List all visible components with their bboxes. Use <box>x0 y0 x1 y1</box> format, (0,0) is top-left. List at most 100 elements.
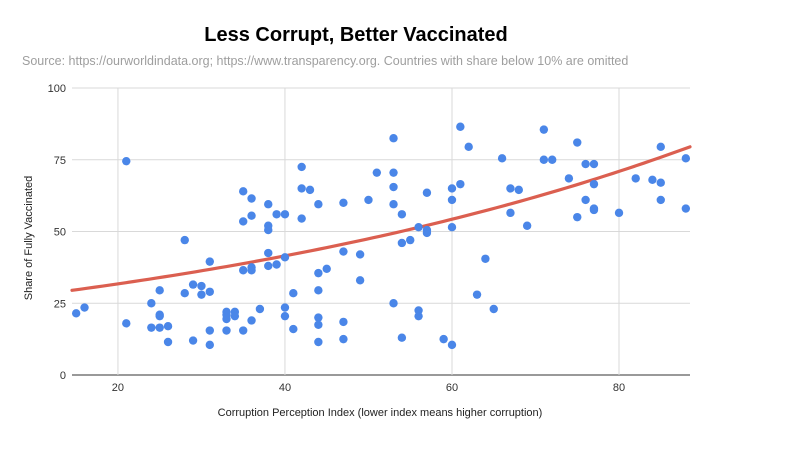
y-tick-label: 100 <box>48 83 66 95</box>
data-point <box>264 248 273 258</box>
data-point <box>222 326 231 335</box>
x-tick-label: 60 <box>446 382 458 394</box>
data-point <box>147 299 156 308</box>
data-point <box>122 319 131 328</box>
data-point <box>489 304 498 314</box>
data-point <box>656 142 665 152</box>
data-point <box>389 168 398 177</box>
data-point <box>564 174 574 183</box>
tick-labels: 0 25 50 75 100 20 40 60 80 <box>48 83 625 394</box>
x-tick-label: 20 <box>112 382 124 394</box>
y-axis-title: Share of Fully Vaccinated <box>23 176 35 301</box>
data-point <box>205 326 214 335</box>
data-point <box>322 264 331 274</box>
data-point <box>280 311 290 321</box>
data-point <box>439 334 448 344</box>
data-point <box>122 156 131 166</box>
data-point <box>197 281 206 291</box>
data-point <box>239 266 248 275</box>
data-point <box>247 316 256 325</box>
y-tick-label: 75 <box>54 155 66 167</box>
data-point <box>414 311 423 321</box>
data-point <box>147 323 156 332</box>
data-point <box>264 200 273 209</box>
data-point <box>297 162 306 172</box>
grid-lines <box>72 87 690 376</box>
trendline <box>70 145 692 292</box>
data-point <box>280 210 290 219</box>
data-point <box>272 260 281 269</box>
data-point <box>422 228 432 238</box>
data-point <box>205 257 214 266</box>
data-point <box>239 187 248 196</box>
data-point <box>264 225 273 235</box>
data-point <box>656 178 665 187</box>
data-point <box>339 317 348 327</box>
data-point <box>314 313 323 322</box>
data-point <box>422 188 432 197</box>
data-point <box>264 261 273 271</box>
data-point <box>631 174 640 183</box>
data-point <box>188 336 198 345</box>
data-point <box>397 238 407 248</box>
data-point <box>506 208 515 218</box>
data-point <box>247 266 256 275</box>
data-point <box>180 235 189 245</box>
data-point <box>506 184 515 193</box>
data-point <box>339 334 348 344</box>
data-point <box>155 311 164 321</box>
data-point <box>389 200 398 209</box>
y-tick-label: 25 <box>54 298 66 310</box>
data-point <box>155 323 164 332</box>
data-point <box>656 195 665 205</box>
data-point <box>197 290 206 299</box>
y-tick-label: 0 <box>60 370 66 382</box>
data-point <box>355 250 365 259</box>
x-tick-label: 40 <box>279 382 291 394</box>
data-point <box>314 320 323 329</box>
data-point <box>305 185 315 195</box>
data-point <box>581 159 590 169</box>
data-point <box>247 211 256 220</box>
x-tick-label: 80 <box>613 382 625 394</box>
y-tick-label: 50 <box>54 227 66 239</box>
data-point <box>247 194 256 203</box>
data-point <box>314 268 323 278</box>
data-point <box>389 299 398 308</box>
data-point <box>230 311 240 321</box>
chart-title: Less Corrupt, Better Vaccinated <box>204 24 507 46</box>
data-point <box>289 289 298 298</box>
data-point <box>71 309 81 318</box>
data-point <box>447 184 457 193</box>
data-point <box>589 205 599 215</box>
data-points <box>71 122 691 350</box>
data-point <box>581 195 590 205</box>
data-point <box>389 182 398 192</box>
data-point <box>522 221 532 230</box>
data-point <box>163 337 173 347</box>
data-point <box>280 253 290 262</box>
chart-subtitle: Source: https://ourworldindata.org; http… <box>22 54 628 68</box>
data-point <box>456 122 465 131</box>
data-point <box>255 304 265 314</box>
data-point <box>681 204 691 213</box>
data-point <box>447 195 457 205</box>
data-point <box>539 125 549 134</box>
x-axis-title: Corruption Perception Index (lower index… <box>218 407 543 419</box>
data-point <box>447 222 457 232</box>
data-point <box>289 324 298 334</box>
data-point <box>188 280 198 289</box>
data-point <box>414 306 423 315</box>
data-point <box>589 159 599 169</box>
data-point <box>372 168 382 177</box>
data-point <box>364 195 373 205</box>
data-point <box>397 210 407 219</box>
data-point <box>614 208 624 218</box>
data-point <box>681 154 691 163</box>
data-point <box>548 155 557 164</box>
data-point <box>314 200 323 209</box>
data-point <box>464 142 473 152</box>
data-point <box>573 138 582 147</box>
data-point <box>272 210 281 219</box>
